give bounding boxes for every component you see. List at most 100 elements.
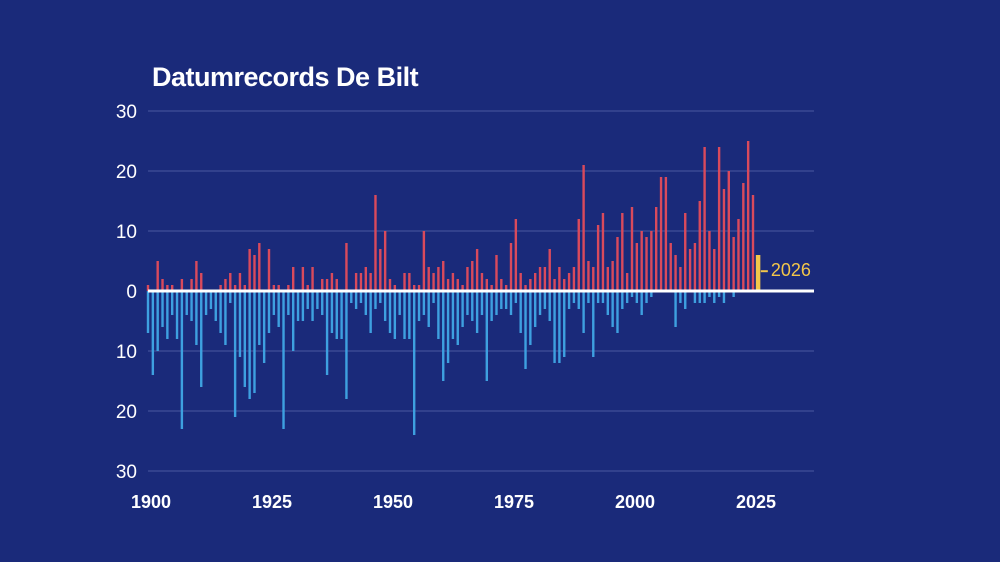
warm-record-bar: [495, 255, 498, 291]
warm-record-bar: [325, 279, 329, 291]
warm-record-bar: [674, 255, 677, 291]
cold-record-bar: [204, 291, 208, 315]
warm-record-bar: [601, 213, 605, 291]
warm-record-bar: [161, 279, 164, 291]
x-tick-label: 1900: [131, 492, 171, 512]
cold-record-bar: [616, 291, 619, 333]
cold-record-bar: [596, 291, 600, 303]
warm-record-bar: [519, 273, 522, 291]
warm-record-bar: [524, 285, 527, 291]
warm-record-bar: [717, 147, 721, 291]
cold-record-bar: [214, 291, 217, 321]
warm-record-bar: [630, 207, 634, 291]
cold-record-bar: [698, 291, 701, 303]
cold-record-bar: [413, 291, 416, 435]
warm-record-bar: [509, 243, 513, 291]
cold-record-bar: [504, 291, 508, 309]
cold-record-bar: [253, 291, 256, 393]
warm-record-bar: [224, 279, 227, 291]
cold-record-bar: [180, 291, 184, 429]
warm-record-bar: [248, 249, 251, 291]
cold-record-bar: [625, 291, 629, 303]
highlight-bar: [755, 255, 761, 291]
warm-record-bar: [529, 279, 532, 291]
warm-record-bar: [200, 273, 203, 291]
cold-record-bar: [262, 291, 266, 363]
cold-record-bar: [379, 291, 382, 303]
warm-record-bar: [432, 273, 435, 291]
cold-record-bar: [495, 291, 498, 315]
warm-record-bar: [451, 273, 455, 291]
cold-record-bar: [374, 291, 377, 309]
warm-record-bar: [190, 279, 193, 291]
warm-record-bar: [403, 273, 406, 291]
cold-record-bar: [306, 291, 309, 309]
cold-record-bar: [553, 291, 556, 363]
cold-record-bar: [185, 291, 188, 315]
cold-record-bar: [282, 291, 285, 429]
cold-record-bar: [572, 291, 576, 303]
warm-record-bar: [722, 189, 726, 291]
cold-record-bar: [267, 291, 271, 333]
warm-record-bar: [504, 285, 508, 291]
warm-record-bar: [408, 273, 411, 291]
chart-title: Datumrecords De Bilt: [152, 62, 419, 92]
cold-record-bar: [500, 291, 503, 309]
warm-record-bar: [253, 255, 256, 291]
cold-record-bar: [548, 291, 551, 321]
x-tick-label: 1975: [494, 492, 534, 512]
warm-record-bar: [267, 249, 271, 291]
warm-record-bar: [306, 285, 309, 291]
cold-record-bar: [538, 291, 542, 315]
warm-record-bar: [553, 279, 556, 291]
cold-record-bar: [398, 291, 401, 315]
warm-record-bar: [664, 177, 668, 291]
warm-record-bar: [543, 267, 547, 291]
warm-record-bar: [727, 171, 730, 291]
cold-record-bar: [587, 291, 590, 303]
cold-record-bar: [417, 291, 421, 321]
cold-record-bar: [713, 291, 716, 303]
warm-record-bar: [645, 237, 648, 291]
warm-record-bar: [229, 273, 232, 291]
warm-record-bar: [587, 261, 590, 291]
warm-record-bar: [742, 183, 745, 291]
warm-record-bar: [330, 273, 334, 291]
cold-record-bar: [233, 291, 237, 417]
cold-record-bar: [388, 291, 392, 333]
y-tick-label: 10: [116, 342, 137, 363]
warm-record-bar: [655, 207, 658, 291]
warm-record-bar: [490, 285, 493, 291]
cold-record-bar: [383, 291, 387, 321]
cold-record-bar: [509, 291, 513, 315]
cold-record-bar: [456, 291, 459, 345]
cold-record-bar: [200, 291, 203, 387]
warm-record-bar: [621, 213, 624, 291]
cold-record-bar: [190, 291, 193, 321]
cold-record-bar: [345, 291, 348, 399]
warm-record-bar: [708, 231, 711, 291]
warm-record-bar: [171, 285, 174, 291]
warm-record-bar: [311, 267, 314, 291]
cold-record-bar: [732, 291, 735, 297]
warm-record-bar: [606, 267, 609, 291]
warm-record-bar: [166, 285, 169, 291]
cold-record-bar: [437, 291, 440, 339]
warm-record-bar: [679, 267, 682, 291]
warm-record-bar: [383, 231, 387, 291]
warm-record-bar: [693, 243, 697, 291]
cold-record-bar: [674, 291, 677, 327]
y-tick-label: 10: [116, 222, 137, 243]
warm-record-bar: [538, 267, 542, 291]
cold-record-bar: [703, 291, 706, 303]
cold-record-bar: [592, 291, 595, 357]
y-tick-label: 30: [116, 102, 137, 123]
cold-record-bar: [292, 291, 295, 351]
warm-record-bar: [437, 267, 440, 291]
cold-record-bar: [195, 291, 198, 345]
cold-record-bar: [296, 291, 300, 321]
cold-record-bar: [166, 291, 169, 339]
x-tick-label: 2000: [615, 492, 655, 512]
cold-record-bar: [301, 291, 305, 321]
warm-record-bar: [364, 267, 367, 291]
